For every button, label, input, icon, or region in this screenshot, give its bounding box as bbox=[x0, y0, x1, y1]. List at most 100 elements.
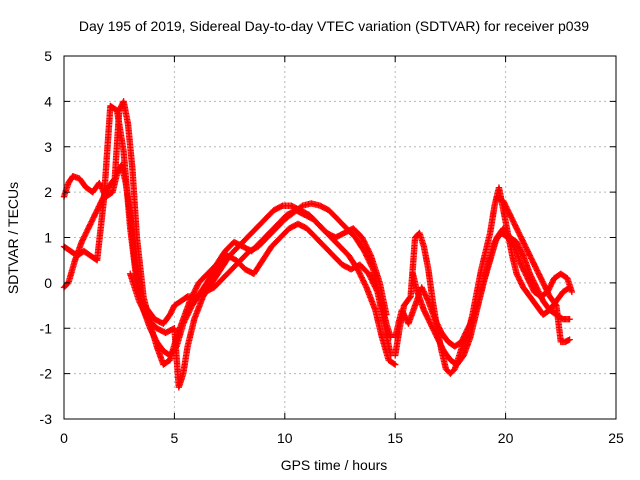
data-point bbox=[365, 248, 373, 255]
y-tick-label: -2 bbox=[40, 366, 53, 382]
data-point bbox=[187, 296, 194, 303]
data-point bbox=[370, 281, 378, 289]
data-point bbox=[368, 277, 376, 284]
data-point bbox=[186, 307, 193, 315]
series-track-7 bbox=[409, 225, 573, 368]
x-tick-label: 25 bbox=[608, 430, 624, 446]
data-point bbox=[182, 316, 189, 323]
data-point bbox=[369, 278, 376, 286]
data-point bbox=[357, 271, 364, 279]
data-point bbox=[359, 277, 367, 284]
data-point bbox=[362, 241, 369, 248]
data-point bbox=[361, 239, 368, 247]
y-tick-label: 0 bbox=[44, 275, 52, 291]
data-point bbox=[137, 302, 145, 309]
data-point bbox=[186, 306, 194, 313]
x-tick-label: 5 bbox=[171, 430, 179, 446]
data-point bbox=[185, 309, 192, 316]
data-point bbox=[366, 273, 374, 280]
y-axis-label: SDTVAR / TECUs bbox=[5, 182, 21, 294]
data-point bbox=[357, 273, 365, 280]
data-point bbox=[368, 276, 375, 283]
series-track-8 bbox=[493, 193, 573, 346]
data-point bbox=[367, 274, 374, 282]
data-point bbox=[190, 289, 198, 296]
data-point bbox=[566, 336, 573, 343]
data-point bbox=[360, 238, 368, 245]
data-point bbox=[137, 300, 144, 308]
data-point bbox=[366, 271, 373, 279]
data-point bbox=[142, 311, 150, 319]
data-point bbox=[141, 310, 149, 317]
data-point bbox=[136, 299, 143, 306]
data-point bbox=[359, 275, 366, 283]
data-point bbox=[364, 246, 372, 254]
data-point bbox=[361, 280, 368, 287]
x-tick-label: 20 bbox=[498, 430, 514, 446]
data-point bbox=[194, 282, 201, 289]
data-point bbox=[135, 297, 143, 305]
data-point bbox=[180, 320, 187, 327]
data-point bbox=[383, 311, 390, 318]
data-point bbox=[183, 313, 190, 320]
data-point bbox=[180, 319, 188, 326]
x-tick-label: 10 bbox=[277, 430, 293, 446]
y-tick-label: 2 bbox=[44, 184, 52, 200]
data-point bbox=[392, 361, 399, 368]
y-tick-label: 5 bbox=[44, 48, 52, 64]
data-point bbox=[566, 315, 573, 323]
data-point bbox=[190, 290, 197, 298]
data-point bbox=[188, 295, 195, 302]
y-tick-label: -1 bbox=[40, 320, 53, 336]
data-point bbox=[139, 306, 147, 313]
data-point bbox=[139, 304, 146, 312]
data-point bbox=[365, 270, 372, 277]
x-tick-label: 0 bbox=[60, 430, 68, 446]
data-point bbox=[181, 317, 188, 325]
data-point bbox=[355, 268, 363, 276]
series-track-4 bbox=[127, 202, 390, 391]
data-point bbox=[359, 235, 366, 243]
data-point bbox=[189, 292, 196, 299]
data-point bbox=[193, 283, 200, 291]
data-point bbox=[356, 270, 363, 277]
data-point bbox=[366, 249, 373, 257]
series-track-5 bbox=[392, 184, 573, 377]
data-point bbox=[138, 303, 145, 310]
data-point bbox=[370, 280, 377, 287]
data-point bbox=[367, 251, 374, 258]
data-point bbox=[390, 360, 398, 367]
data-point bbox=[186, 297, 194, 305]
axis-ticks: 0 5 10 15 20 25 -3 -2 -1 0 1 2 3 4 5 bbox=[40, 48, 624, 446]
data-point bbox=[362, 242, 370, 250]
data-point bbox=[360, 237, 367, 244]
y-tick-label: 4 bbox=[44, 93, 52, 109]
data-point bbox=[371, 283, 379, 290]
data-point bbox=[191, 288, 198, 295]
data-point bbox=[187, 305, 194, 312]
x-axis-label: GPS time / hours bbox=[281, 457, 388, 473]
data-point bbox=[361, 281, 369, 288]
data-point bbox=[360, 278, 367, 286]
data-point bbox=[184, 312, 191, 319]
data-point bbox=[358, 234, 366, 241]
data-point bbox=[184, 310, 192, 318]
data-point bbox=[143, 313, 150, 320]
y-tick-label: -3 bbox=[40, 411, 53, 427]
data-point bbox=[363, 244, 371, 251]
data-points bbox=[60, 98, 576, 391]
data-point bbox=[362, 282, 370, 290]
y-tick-label: 3 bbox=[44, 139, 52, 155]
data-point bbox=[192, 285, 200, 292]
data-point bbox=[364, 245, 371, 252]
data-point bbox=[568, 288, 576, 296]
x-tick-label: 15 bbox=[387, 430, 403, 446]
data-point bbox=[182, 314, 190, 322]
y-tick-label: 1 bbox=[44, 230, 52, 246]
data-point bbox=[140, 307, 148, 314]
chart-title: Day 195 of 2019, Sidereal Day-to-day VTE… bbox=[79, 18, 589, 34]
data-point bbox=[358, 274, 365, 281]
data-point bbox=[141, 308, 148, 316]
data-point bbox=[192, 286, 199, 294]
